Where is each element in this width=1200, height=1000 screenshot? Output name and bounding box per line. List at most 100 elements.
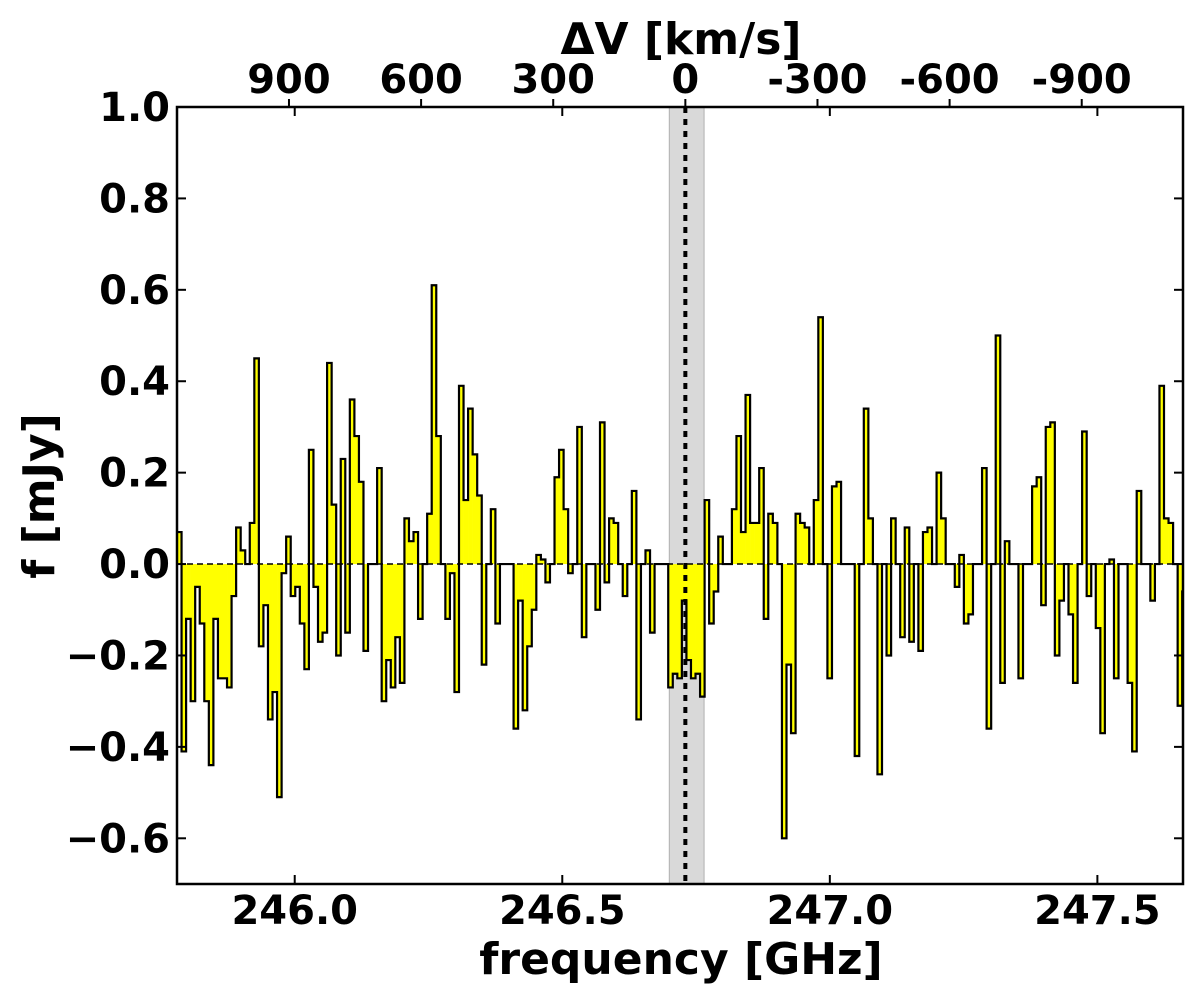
spectrum-bar [922,532,928,565]
spectrum-bar [1168,522,1174,565]
spectrum-bar [263,564,269,606]
spectrum-bar [1127,564,1133,683]
spectrum-bar [395,564,401,638]
spectrum-bar [645,550,651,565]
spectrum-bar [481,564,487,665]
spectrum-bar [559,449,564,565]
spectrum-bar [954,564,960,587]
spectrum-bar [213,564,219,619]
spectrum-bar [754,522,760,565]
spectrum-bar [254,358,260,565]
spectrum-bar [1187,500,1192,564]
spectrum-bar [1159,385,1165,565]
spectrum-bar [836,481,842,565]
spectrum-bar [413,532,419,565]
spectrum-bar [818,317,824,565]
spectrum-bar [449,564,455,574]
spectrum-bar [318,564,323,642]
spectrum-bar [709,564,715,624]
spectrum-bar [1032,486,1037,565]
spectrum-bar [404,518,410,565]
spectrum-bar [795,513,801,565]
axes [175,105,1185,886]
x-tick-label: 246.5 [499,888,626,934]
spectrum-bar [354,436,360,565]
spectrum-bar [522,564,528,711]
y-tick-label: −0.2 [66,633,170,679]
spectrum-bar [531,564,537,610]
top-axis-label: ΔV [km/s] [560,14,801,65]
y-tick-label: 0.0 [99,542,170,588]
top-tick-label: 300 [511,57,595,103]
tick-labels: 246.0 246.5 247.0 247.5 1.0 0.8 0.6 0.4 0.2 0.0 −0… [66,57,1161,934]
spectrum-bar [436,436,442,565]
ticks [177,99,1183,884]
spectrum-bar [813,500,819,565]
spectrum-bar [868,518,874,565]
spectrum-bar [1045,426,1051,565]
spectrum-bar [900,564,906,638]
top-tick-label: 900 [247,57,331,103]
spectrum-bar [668,564,674,688]
spectrum-bar [609,518,614,565]
top-tick-label: -900 [1032,57,1132,103]
spectrum-bar [745,394,751,565]
spectrum-bar [281,564,287,574]
spectrum-bar [791,564,796,734]
spectrum-bar [718,536,724,565]
spectrum-bar [545,564,551,583]
spectrum-bar [986,564,992,729]
spectrum-bar [1000,564,1006,683]
spectrum-bar [904,527,910,565]
spectrum-bar [1086,564,1092,597]
spectrum-outline [177,284,1183,840]
spectrum-bar [1082,431,1087,565]
spectrum-bar [1136,490,1142,565]
y-tick-label: 0.8 [99,176,170,222]
top-tick-label: -600 [900,57,1000,103]
spectrum-bar [199,564,205,624]
spectrum-bar [600,422,605,565]
spectrum-bar [227,564,232,688]
spectrum-bar [299,564,305,624]
spectrum-bar [1041,564,1047,606]
x-tick-label: 247.5 [1034,888,1161,934]
spectrum-bar [1073,564,1078,683]
spectrum-bar [527,564,533,647]
spectrum-bar [763,564,769,619]
spectrum-bar [408,541,414,565]
spectrum-bar [222,564,228,679]
spectrum-bar [854,564,860,757]
spectrum-bar [918,564,924,651]
spectrum-bar [308,449,314,565]
spectrum-bar [267,564,273,720]
spectrum-bar [863,408,869,565]
spectrum-bar [650,564,655,633]
axes-frame [175,105,1185,886]
spectrum-bar [186,564,191,619]
spectrum-bar [427,513,433,565]
spectrum-bar [877,564,883,775]
spectrum-bar [686,564,692,661]
spectrum-bar [540,559,546,565]
spectrum-bar [736,436,742,565]
spectrum-bar [827,564,833,679]
spectrum-bar [577,426,583,565]
spectrum-bar [295,564,301,587]
spectrum-bar [518,564,523,601]
spectrum-bar [377,468,382,565]
spectrum-bar [181,564,187,752]
y-axis-label: f [mJy] [14,413,65,579]
spectrum-bar [800,522,805,565]
spectrum-bar [513,564,519,729]
spectrum-bar [554,477,560,565]
spectrum-bar [286,536,292,565]
spectrum-bar [1095,564,1101,629]
spectrum-bar [672,564,678,674]
spectrum-bar [208,564,214,766]
top-tick-label: 0 [671,57,699,103]
spectrum-bar [190,564,196,702]
spectrum-bar [750,522,755,565]
spectrum-bar [968,564,974,615]
spectrum-bar [1036,477,1042,565]
